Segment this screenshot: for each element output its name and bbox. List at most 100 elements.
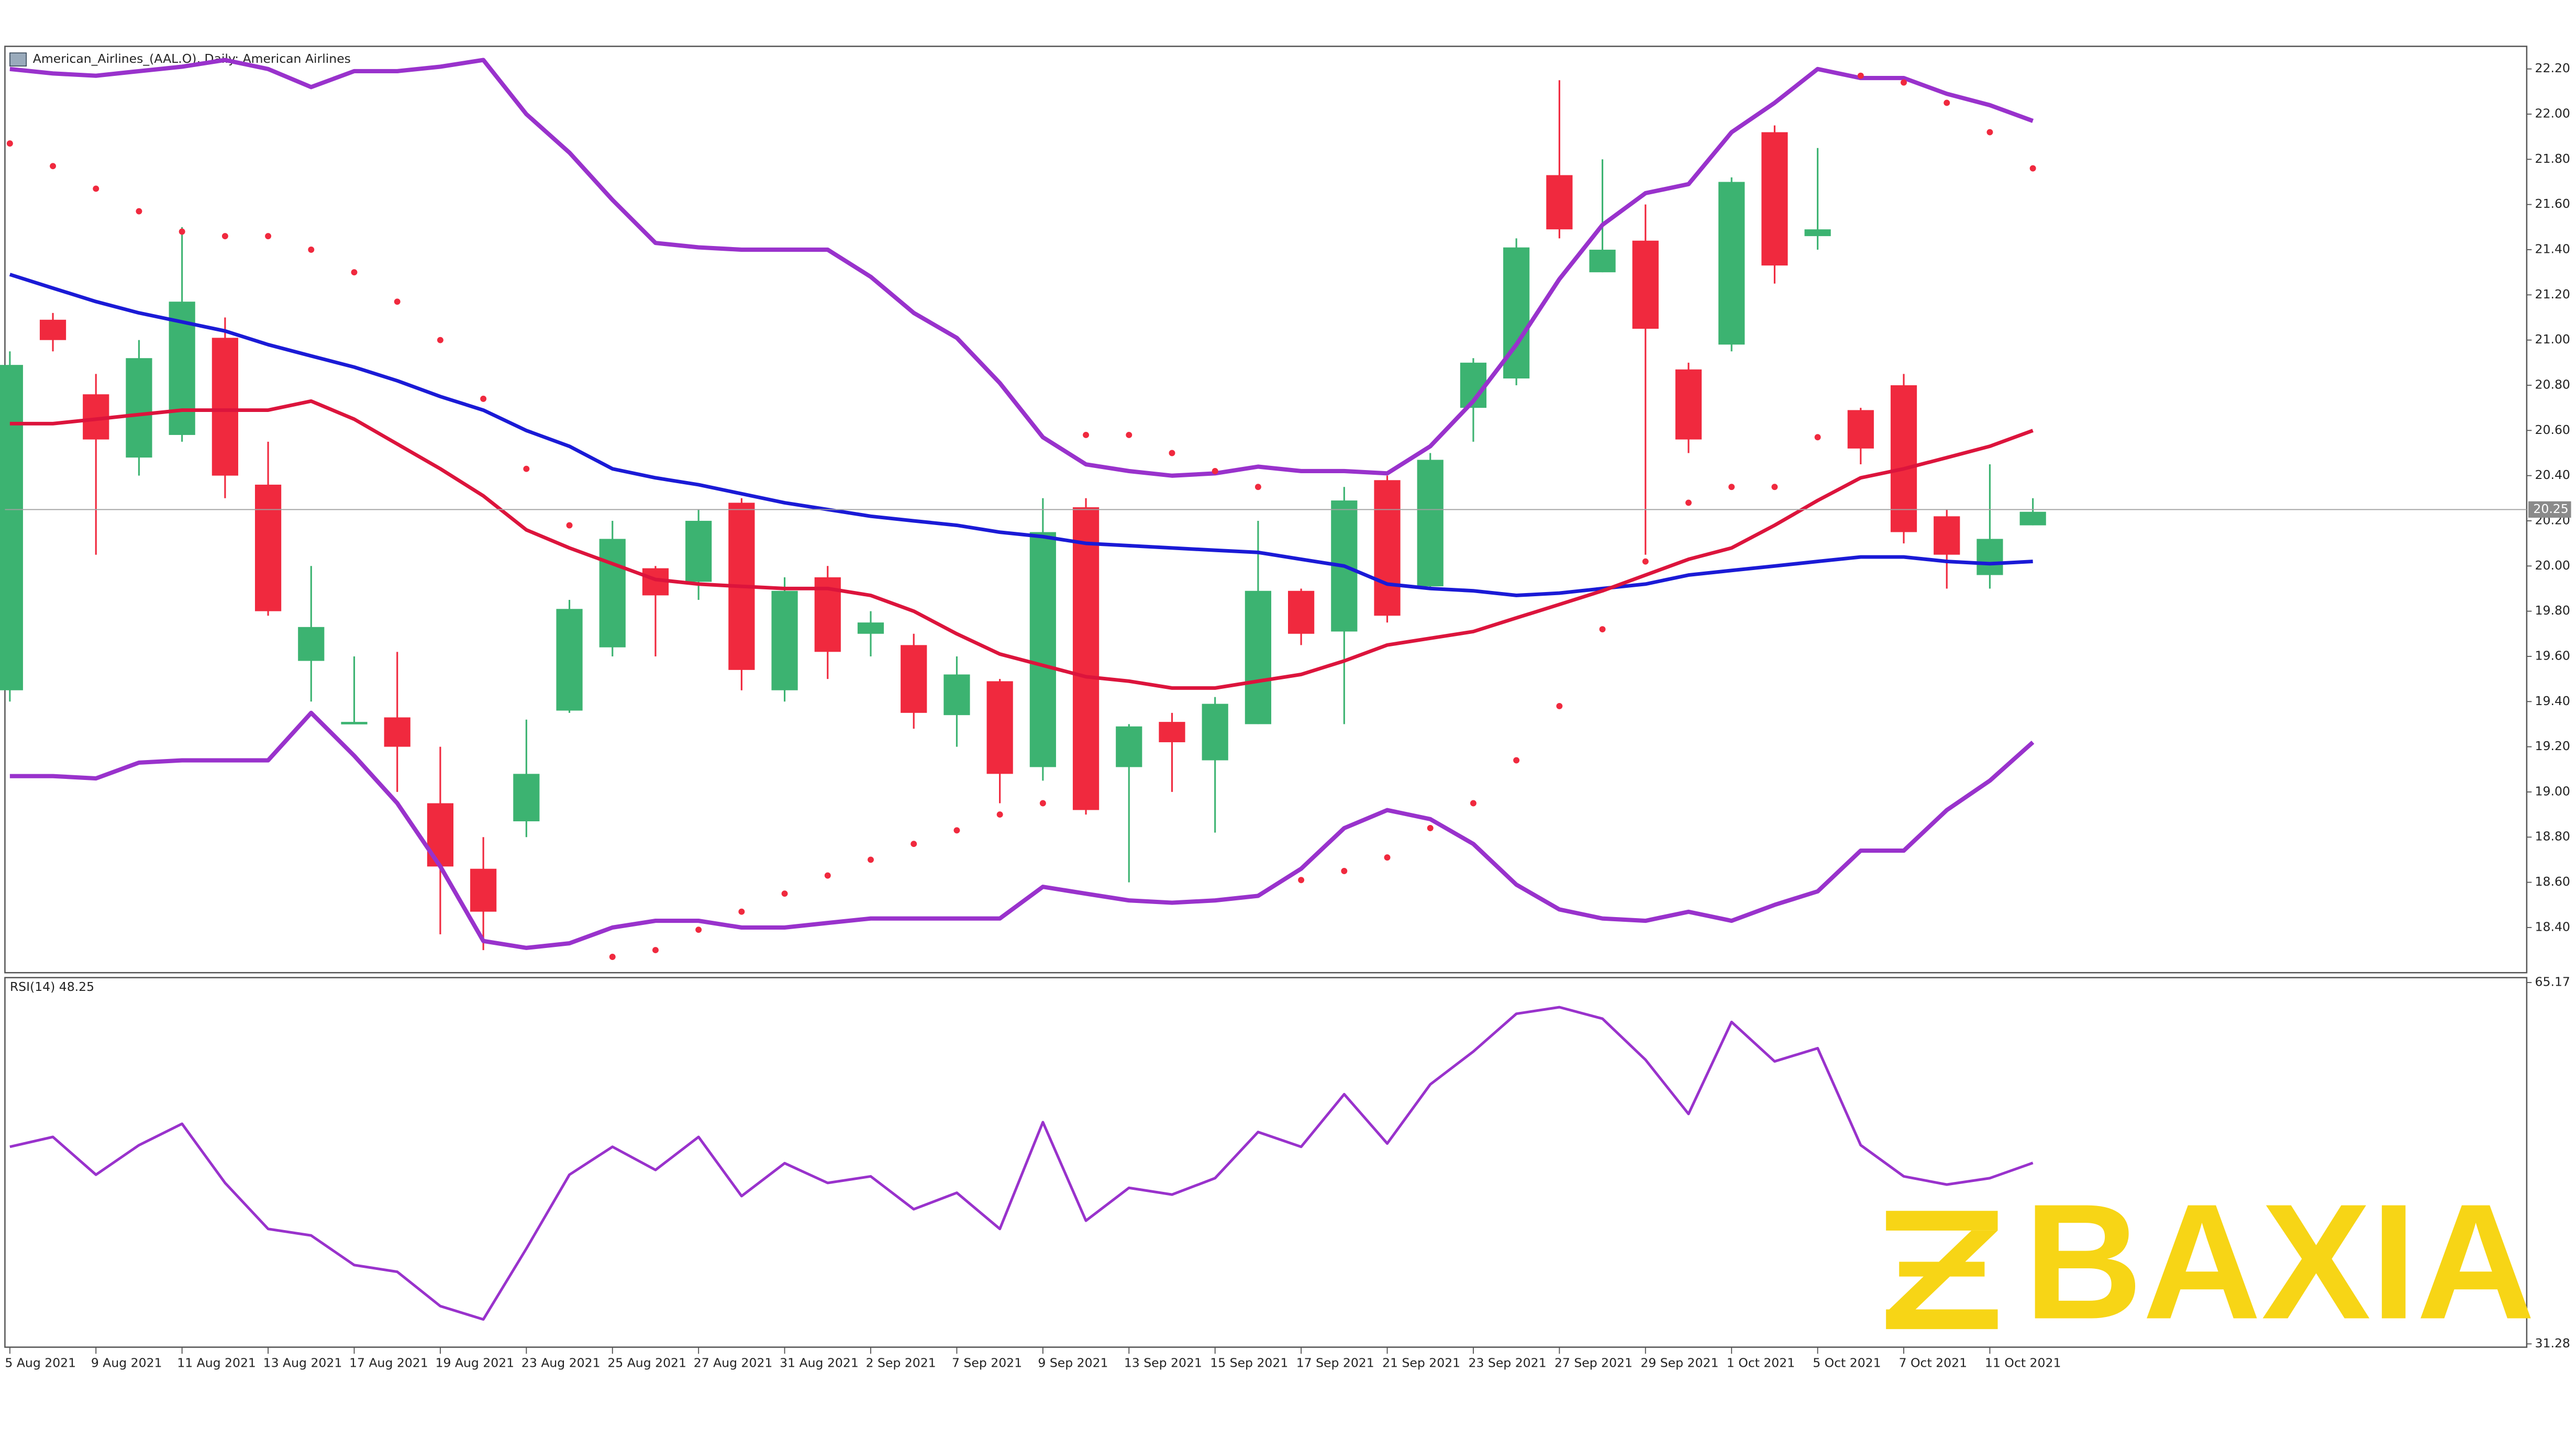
candle-body bbox=[771, 590, 798, 690]
price-label: 20.25 bbox=[2533, 501, 2568, 516]
x-tick-label: 17 Aug 2021 bbox=[349, 1356, 428, 1370]
sar-dot bbox=[1169, 450, 1175, 456]
candle-body bbox=[513, 774, 540, 822]
y-tick-label: 21.80 bbox=[2535, 151, 2570, 166]
sar-dot bbox=[136, 208, 142, 215]
candle-body bbox=[39, 319, 66, 340]
sar-dot bbox=[652, 947, 659, 954]
x-tick-label: 1 Oct 2021 bbox=[1727, 1356, 1795, 1370]
sar-dot bbox=[996, 811, 1003, 818]
candle-body bbox=[470, 868, 497, 912]
indicator-line bbox=[9, 273, 2033, 597]
watermark-logo bbox=[1886, 1211, 1998, 1330]
y-tick-label: 65.17 bbox=[2535, 975, 2570, 989]
candle-body bbox=[1632, 240, 1659, 329]
sar-dot bbox=[1513, 757, 1520, 764]
x-tick-label: 19 Aug 2021 bbox=[436, 1356, 515, 1370]
candle-body bbox=[901, 645, 927, 713]
y-tick-label: 22.20 bbox=[2535, 61, 2570, 75]
sar-dot bbox=[93, 185, 99, 192]
candle-body bbox=[254, 484, 282, 611]
indicator-line bbox=[9, 58, 2034, 478]
candle-body bbox=[427, 803, 454, 867]
candle-body bbox=[943, 674, 970, 716]
y-tick-label: 31.28 bbox=[2535, 1336, 2570, 1350]
sar-dot bbox=[1599, 626, 1606, 633]
candle-body bbox=[1116, 726, 1142, 767]
y-tick-label: 20.80 bbox=[2535, 377, 2570, 392]
candle-body bbox=[556, 609, 583, 711]
candle-body bbox=[1159, 722, 1185, 742]
candle-body bbox=[1847, 410, 1874, 449]
x-tick-label: 5 Oct 2021 bbox=[1813, 1356, 1881, 1370]
sar-dot bbox=[1126, 431, 1132, 438]
candle-body bbox=[1546, 175, 1573, 230]
sar-dot bbox=[1427, 825, 1434, 831]
sar-dot bbox=[480, 395, 487, 402]
candle-body bbox=[1374, 480, 1401, 616]
candle-body bbox=[1288, 590, 1315, 634]
price-label-box bbox=[2528, 501, 2571, 518]
sar-dot bbox=[1039, 800, 1046, 807]
candle-body bbox=[298, 627, 325, 661]
sar-dot bbox=[1771, 484, 1778, 490]
candle-body bbox=[1675, 369, 1702, 440]
sar-dot bbox=[437, 337, 443, 343]
x-tick-label: 17 Sep 2021 bbox=[1296, 1356, 1374, 1370]
sar-dot bbox=[566, 522, 573, 529]
y-tick-label: 18.40 bbox=[2535, 919, 2570, 934]
candle-body bbox=[0, 365, 23, 690]
candle-body bbox=[2019, 511, 2046, 526]
y-tick-label: 21.00 bbox=[2535, 332, 2570, 347]
x-tick-label: 21 Sep 2021 bbox=[1382, 1356, 1460, 1370]
x-tick-label: 23 Aug 2021 bbox=[521, 1356, 601, 1370]
candle-body bbox=[1072, 507, 1100, 810]
sar-dot bbox=[394, 298, 401, 305]
candle-body bbox=[1718, 182, 1745, 345]
candle-body bbox=[384, 717, 410, 747]
indicator-line bbox=[9, 710, 2035, 950]
sar-dot bbox=[1384, 854, 1391, 861]
x-tick-label: 11 Oct 2021 bbox=[1985, 1356, 2061, 1370]
candle-body bbox=[1934, 516, 1960, 555]
candle-body bbox=[341, 722, 368, 724]
y-tick-label: 21.20 bbox=[2535, 287, 2570, 302]
candle-body bbox=[1202, 704, 1228, 761]
sar-dot bbox=[2029, 165, 2036, 172]
x-tick-label: 7 Sep 2021 bbox=[952, 1356, 1022, 1370]
candle-body bbox=[986, 681, 1013, 774]
symbol-icon bbox=[9, 52, 27, 66]
sar-dot bbox=[221, 233, 228, 240]
y-tick-label: 18.80 bbox=[2535, 829, 2570, 844]
x-tick-label: 27 Sep 2021 bbox=[1555, 1356, 1633, 1370]
sar-dot bbox=[265, 233, 272, 240]
sar-dot bbox=[868, 856, 874, 863]
x-tick-label: 13 Aug 2021 bbox=[263, 1356, 342, 1370]
y-tick-label: 19.80 bbox=[2535, 603, 2570, 618]
sar-dot bbox=[308, 247, 315, 253]
rsi-panel bbox=[4, 977, 2528, 1348]
candle-body bbox=[126, 358, 152, 458]
y-tick-label: 20.40 bbox=[2535, 467, 2570, 482]
x-tick-label: 13 Sep 2021 bbox=[1124, 1356, 1202, 1370]
sar-dot bbox=[1341, 868, 1348, 874]
y-tick-label: 22.00 bbox=[2535, 106, 2570, 121]
y-tick-label: 20.60 bbox=[2535, 422, 2570, 437]
y-tick-label: 19.20 bbox=[2535, 739, 2570, 753]
rsi-line bbox=[9, 1006, 2034, 1321]
x-tick-label: 2 Sep 2021 bbox=[866, 1356, 936, 1370]
candle-body bbox=[599, 539, 626, 648]
candle-body bbox=[685, 520, 712, 582]
candle-body bbox=[212, 338, 238, 476]
sar-dot bbox=[695, 927, 702, 933]
y-tick-label: 19.40 bbox=[2535, 694, 2570, 708]
sar-dot bbox=[351, 269, 358, 276]
sar-dot bbox=[1556, 702, 1563, 709]
sar-dot bbox=[1254, 484, 1261, 490]
y-tick-label: 19.60 bbox=[2535, 648, 2570, 663]
candle-body bbox=[1589, 250, 1616, 273]
x-tick-label: 31 Aug 2021 bbox=[780, 1356, 859, 1370]
x-tick-label: 11 Aug 2021 bbox=[177, 1356, 256, 1370]
y-tick-label: 20.00 bbox=[2535, 558, 2570, 573]
sar-dot bbox=[1470, 800, 1476, 807]
